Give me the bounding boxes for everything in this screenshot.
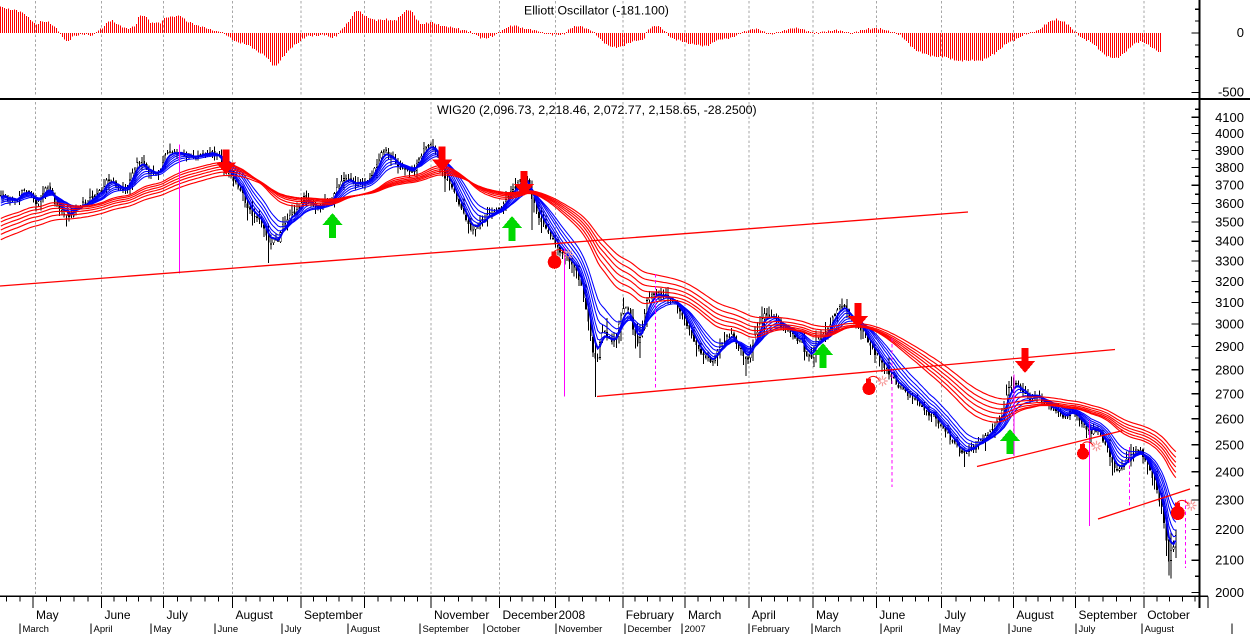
svg-text:May: May bbox=[943, 624, 961, 635]
svg-text:July: July bbox=[167, 608, 188, 622]
svg-text:September: September bbox=[423, 624, 469, 635]
svg-text:2300: 2300 bbox=[1215, 493, 1244, 508]
svg-text:October: October bbox=[1147, 608, 1190, 622]
svg-text:3900: 3900 bbox=[1215, 143, 1244, 158]
svg-text:2700: 2700 bbox=[1215, 386, 1244, 401]
svg-text:2800: 2800 bbox=[1215, 362, 1244, 377]
svg-text:September: September bbox=[304, 608, 363, 622]
svg-text:3700: 3700 bbox=[1215, 178, 1244, 193]
svg-text:2100: 2100 bbox=[1215, 553, 1244, 568]
svg-text:2200: 2200 bbox=[1215, 522, 1244, 537]
svg-text:April: April bbox=[752, 608, 776, 622]
svg-text:3600: 3600 bbox=[1215, 196, 1244, 211]
svg-text:4000: 4000 bbox=[1215, 126, 1244, 141]
svg-text:March: March bbox=[688, 608, 721, 622]
svg-text:September: September bbox=[1079, 608, 1138, 622]
svg-text:December: December bbox=[503, 608, 558, 622]
svg-text:April: April bbox=[884, 624, 903, 635]
svg-text:2000: 2000 bbox=[1215, 585, 1244, 600]
svg-text:3300: 3300 bbox=[1215, 254, 1244, 269]
svg-text:June: June bbox=[879, 608, 905, 622]
svg-text:4100: 4100 bbox=[1215, 110, 1244, 125]
svg-text:June: June bbox=[105, 608, 131, 622]
svg-text:November: November bbox=[559, 624, 603, 635]
svg-text:Elliott Oscillator (-181.100): Elliott Oscillator (-181.100) bbox=[524, 4, 669, 18]
svg-text:May: May bbox=[154, 624, 172, 635]
svg-text:WIG20 (2,096.73, 2,218.46, 2,0: WIG20 (2,096.73, 2,218.46, 2,072.77, 2,1… bbox=[437, 103, 757, 117]
svg-text:-500: -500 bbox=[1218, 84, 1244, 99]
svg-text:November: November bbox=[434, 608, 489, 622]
svg-text:3800: 3800 bbox=[1215, 160, 1244, 175]
svg-text:February: February bbox=[626, 608, 674, 622]
svg-text:December: December bbox=[628, 624, 672, 635]
svg-text:2400: 2400 bbox=[1215, 464, 1244, 479]
svg-text:July: July bbox=[945, 608, 966, 622]
svg-text:2008: 2008 bbox=[559, 608, 586, 622]
svg-text:2500: 2500 bbox=[1215, 437, 1244, 452]
svg-text:July: July bbox=[285, 624, 302, 635]
svg-text:August: August bbox=[1016, 608, 1054, 622]
svg-text:May: May bbox=[36, 608, 59, 622]
svg-text:March: March bbox=[815, 624, 841, 635]
svg-text:July: July bbox=[1079, 624, 1096, 635]
svg-text:April: April bbox=[94, 624, 113, 635]
svg-text:2007: 2007 bbox=[685, 624, 706, 635]
svg-text:May: May bbox=[816, 608, 839, 622]
svg-text:3000: 3000 bbox=[1215, 317, 1244, 332]
svg-text:February: February bbox=[752, 624, 790, 635]
svg-text:March: March bbox=[23, 624, 49, 635]
svg-text:3500: 3500 bbox=[1215, 215, 1244, 230]
svg-text:October: October bbox=[487, 624, 521, 635]
svg-text:3100: 3100 bbox=[1215, 295, 1244, 310]
svg-text:June: June bbox=[1012, 624, 1033, 635]
svg-text:2900: 2900 bbox=[1215, 339, 1244, 354]
svg-text:3200: 3200 bbox=[1215, 274, 1244, 289]
svg-text:3400: 3400 bbox=[1215, 234, 1244, 249]
svg-text:0: 0 bbox=[1237, 25, 1244, 40]
svg-text:June: June bbox=[218, 624, 239, 635]
svg-text:2600: 2600 bbox=[1215, 411, 1244, 426]
svg-text:August: August bbox=[351, 624, 381, 635]
svg-text:August: August bbox=[236, 608, 274, 622]
svg-text:August: August bbox=[1145, 624, 1175, 635]
